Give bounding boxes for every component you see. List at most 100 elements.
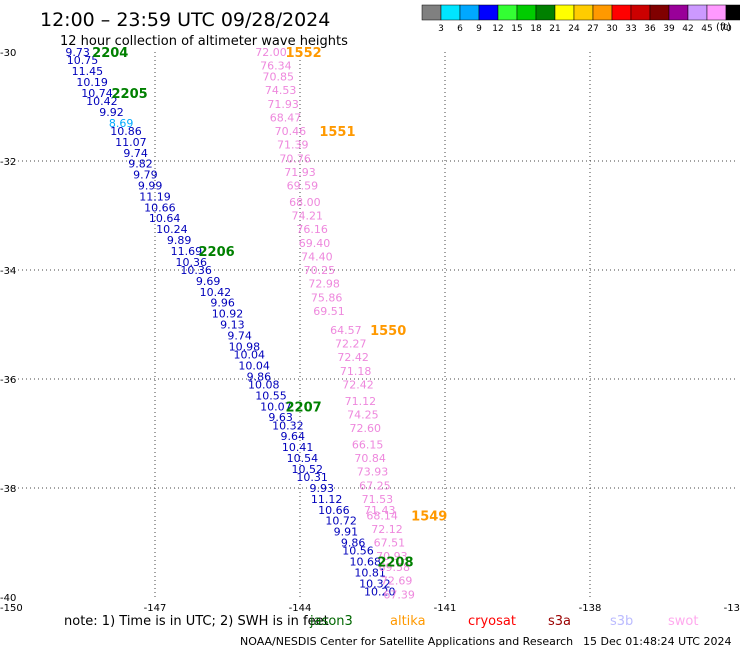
- swot-swh-label: 72.60: [350, 422, 382, 435]
- colorbar-legend: 3 6 9 12 15 18 21 24 27 30 33 36 39 42 45 70: [421, 4, 740, 34]
- colorbar-label: 15: [511, 24, 522, 34]
- y-tick-label: -40: [0, 593, 16, 604]
- colorbar-swatch: [649, 4, 670, 21]
- swot-swh-label: 72.69: [381, 575, 413, 588]
- colorbar-label: 21: [549, 24, 560, 34]
- jason3-swh-label: 10.64: [149, 212, 181, 225]
- colorbar-swatch: [421, 4, 442, 21]
- swot-swh-label: 69.51: [313, 305, 345, 318]
- jason3-swh-label: 9.64: [281, 430, 306, 443]
- jason3-swh-label: 9.74: [123, 147, 148, 160]
- swot-swh-label: 69.58: [379, 561, 411, 574]
- swot-swh-label: 74.40: [301, 250, 333, 263]
- x-tick-label: -144: [289, 603, 312, 614]
- pass-time-label: 1550: [370, 324, 406, 339]
- jason3-swh-label: 10.19: [76, 76, 108, 89]
- jason3-swh-label: 10.42: [200, 286, 232, 299]
- plot-marks: 9.7310.7511.4510.1910.7410.429.928.6910.…: [65, 46, 447, 601]
- jason3-swh-label: 10.92: [212, 308, 244, 321]
- swot-swh-label: 69.59: [287, 180, 319, 193]
- colorbar-label: 18: [530, 24, 542, 34]
- swot-swh-label: 67.39: [383, 588, 415, 601]
- colorbar-swatch: [497, 4, 518, 21]
- swot-swh-label: 72.98: [308, 278, 340, 291]
- jason3-swh-label: 10.07: [260, 400, 292, 413]
- swot-swh-label: 74.53: [265, 84, 297, 97]
- swot-swh-label: 71.93: [267, 98, 299, 111]
- pass-time-label: 2206: [199, 245, 235, 260]
- swot-swh-label: 67.51: [374, 537, 406, 550]
- jason3-swh-label: 10.04: [238, 359, 270, 372]
- swot-swh-label: 72.00: [255, 46, 287, 59]
- colorbar-label: 9: [476, 24, 482, 34]
- swot-swh-label: 70.46: [275, 125, 307, 138]
- jason3-swh-label: 10.20: [364, 586, 396, 599]
- jason3-swh-label: 9.86: [247, 370, 272, 383]
- y-tick-label: -36: [0, 375, 16, 386]
- jason3-swh-label: 9.74: [227, 329, 252, 342]
- jason3-swh-label: 10.24: [156, 223, 188, 236]
- footer-timestamp: 15 Dec 01:48:24 UTC 2024: [583, 635, 731, 648]
- satellite-legend: jason3 altika cryosat s3a s3b swot: [309, 614, 698, 629]
- colorbar-swatch: [459, 4, 480, 21]
- colorbar-swatch: [611, 4, 632, 21]
- swot-swh-label: 74.25: [347, 408, 379, 421]
- y-tick-label: -38: [0, 484, 16, 495]
- jason3-swh-label: 11.07: [115, 136, 147, 149]
- jason3-swh-label: 10.31: [296, 471, 328, 484]
- jason3-swh-label: 11.19: [139, 190, 171, 203]
- swot-swh-label: 70.76: [279, 152, 311, 165]
- swot-swh-label: 64.57: [330, 324, 362, 337]
- swot-swh-label: 71.39: [277, 139, 309, 152]
- pass-time-label: 1551: [319, 125, 355, 140]
- colorbar-label: 3: [438, 24, 444, 34]
- footer-note: note: 1) Time is in UTC; 2) SWH is in fe…: [64, 614, 329, 629]
- swot-swh-label: 67.25: [359, 479, 391, 492]
- colorbar-swatch: [668, 4, 689, 21]
- jason3-swh-label: 9.91: [334, 526, 359, 539]
- jason3-swh-label: 9.79: [133, 169, 158, 182]
- colorbar-label: 6: [457, 24, 463, 34]
- jason3-swh-label: 10.08: [248, 378, 280, 391]
- pass-time-label: 2204: [92, 46, 128, 61]
- footer-credit: NOAA/NESDIS Center for Satellite Applica…: [240, 635, 573, 648]
- colorbar-label: 39: [663, 24, 675, 34]
- satellite-label-cryosat: cryosat: [468, 614, 516, 629]
- jason3-swh-label: 10.04: [234, 348, 266, 361]
- jason3-swh-label: 10.54: [287, 452, 319, 465]
- pass-time-label: 1549: [411, 509, 447, 524]
- jason3-swh-label: 9.99: [138, 180, 163, 193]
- satellite-label-jason3: jason3: [309, 614, 353, 629]
- colorbar-label: 36: [644, 24, 656, 34]
- colorbar-swatch: [592, 4, 613, 21]
- colorbar-label: 12: [492, 24, 503, 34]
- y-tick-label: -32: [0, 157, 16, 168]
- jason3-swh-label: 10.68: [350, 556, 382, 569]
- jason3-swh-label: 10.32: [272, 419, 304, 432]
- jason3-swh-label: 10.81: [354, 566, 386, 579]
- jason3-swh-label: 10.66: [318, 504, 350, 517]
- x-tick-label: -150: [0, 603, 23, 614]
- plot-axes: -150 -147 -144 -141 -138 -13 -30 -32 -34 -36 -38 -4…: [0, 48, 740, 614]
- jason3-swh-label: 10.74: [81, 87, 113, 100]
- swot-swh-label: 72.42: [337, 351, 369, 364]
- colorbar-swatch: [573, 4, 594, 21]
- swot-swh-label: 75.86: [311, 291, 343, 304]
- jason3-swh-label: 10.75: [67, 54, 99, 67]
- colorbar-swatch: [687, 4, 708, 21]
- jason3-swh-label: 10.55: [255, 389, 287, 402]
- jason3-swh-label: 9.89: [167, 234, 192, 247]
- pass-time-label: 2207: [286, 400, 322, 415]
- satellite-label-swot: swot: [668, 614, 698, 629]
- colorbar-label: 33: [625, 24, 636, 34]
- chart-title: 12:00 – 23:59 UTC 09/28/2024: [40, 9, 330, 31]
- jason3-swh-label: 9.92: [99, 106, 124, 119]
- swot-swh-label: 69.40: [299, 237, 331, 250]
- swot-swh-label: 70.84: [354, 452, 386, 465]
- jason3-swh-label: 10.98: [229, 340, 261, 353]
- x-tick-label: -13: [724, 603, 740, 614]
- colorbar-swatch: [630, 4, 651, 21]
- swot-swh-label: 70.25: [304, 264, 336, 277]
- jason3-swh-label: 11.45: [72, 65, 104, 78]
